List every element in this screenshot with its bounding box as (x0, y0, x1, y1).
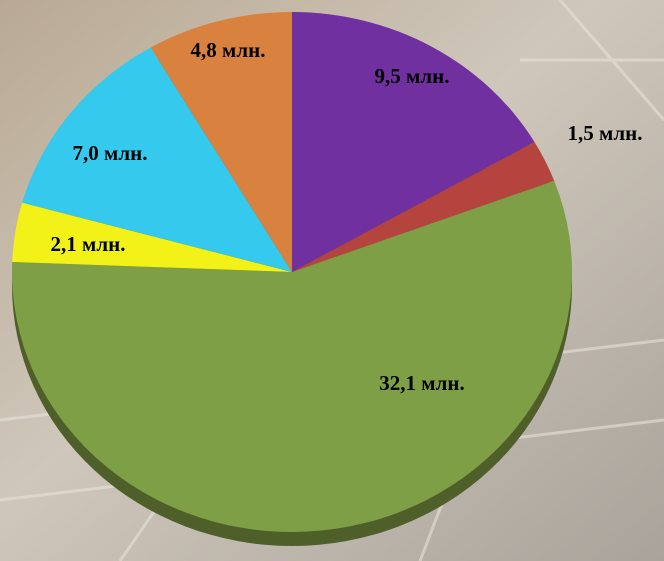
data-label: 4,8 млн. (191, 38, 266, 62)
data-label: 32,1 млн. (379, 371, 464, 395)
data-label: 2,1 млн. (51, 232, 126, 256)
data-label: 9,5 млн. (375, 64, 450, 88)
data-label: 7,0 млн. (73, 141, 148, 165)
pie (12, 12, 572, 532)
chart: 9,5 млн. 1,5 млн. 32,1 млн. 2,1 млн. 7,0 млн… (0, 0, 664, 561)
data-label: 1,5 млн. (568, 121, 643, 145)
